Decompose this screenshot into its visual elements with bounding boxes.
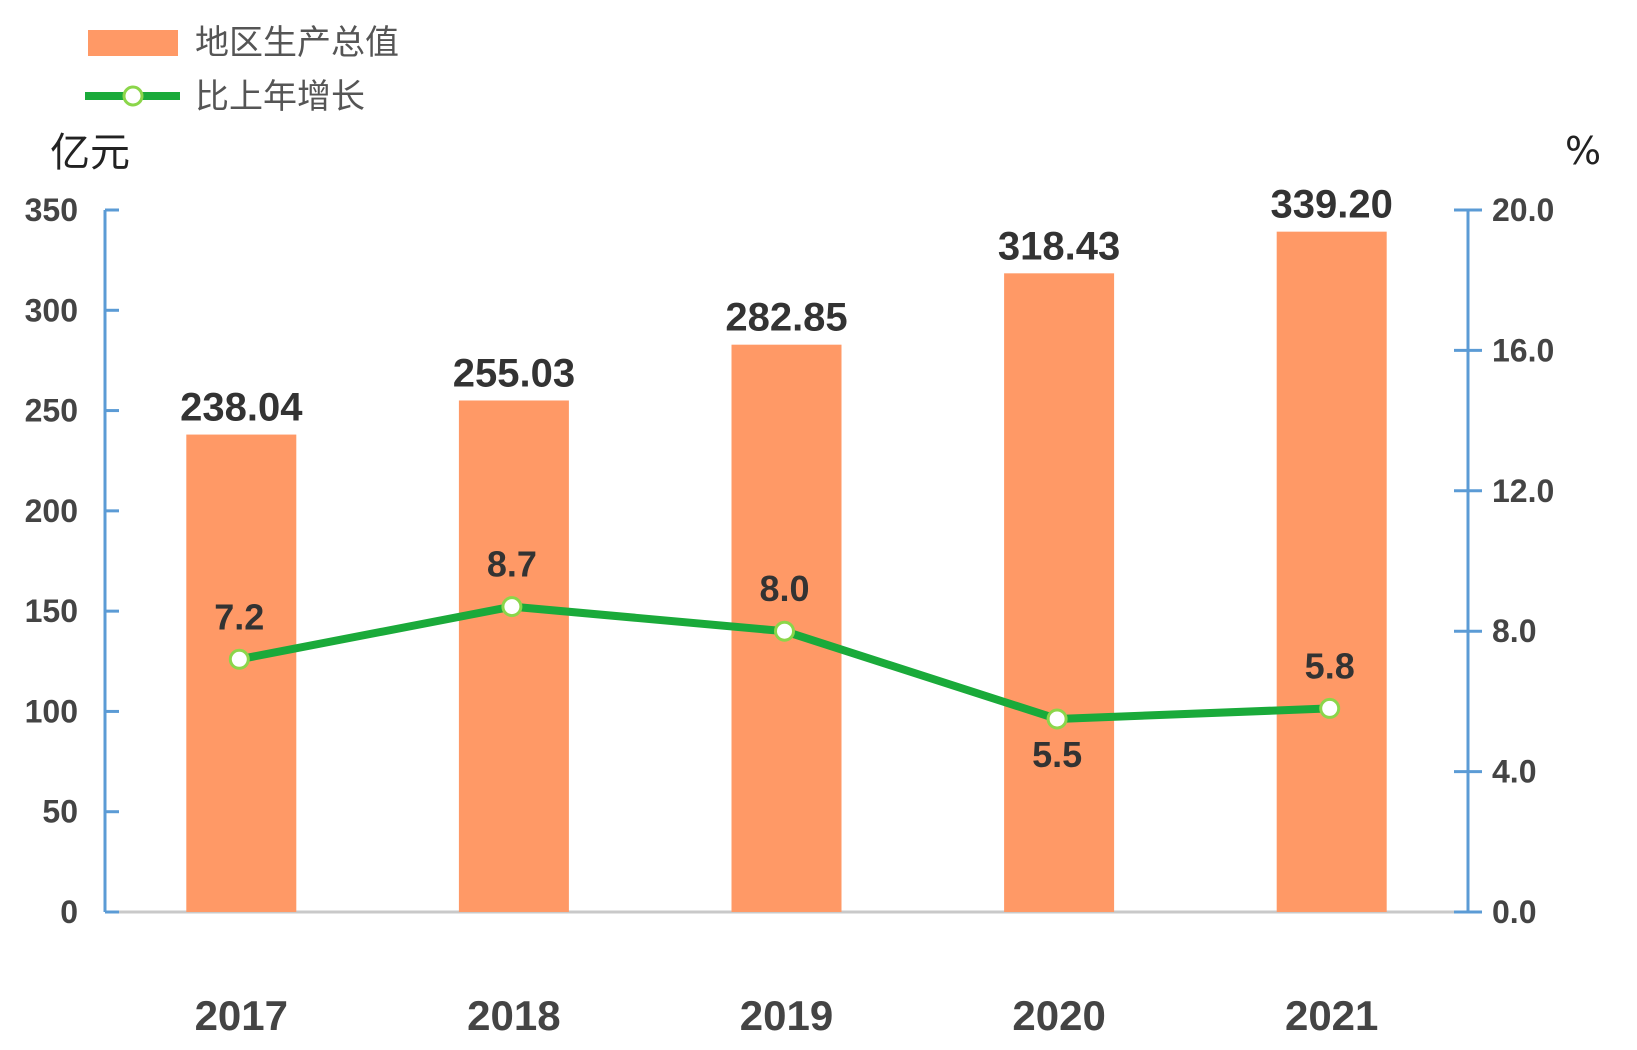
bar-value-label: 282.85	[725, 296, 847, 340]
bar-value-label: 238.04	[180, 386, 303, 430]
bar	[1004, 273, 1115, 912]
bars	[186, 231, 1387, 912]
x-tick-label: 2020	[1012, 992, 1105, 1039]
right-tick-label: 16.0	[1492, 332, 1554, 368]
left-axis-unit: 亿元	[50, 130, 130, 176]
legend: 地区生产总值 比上年增长	[85, 23, 399, 117]
right-tick-label: 20.0	[1492, 192, 1554, 228]
line-point	[1319, 697, 1341, 719]
legend-bar-label: 地区生产总值	[195, 23, 399, 63]
right-tick-label: 8.0	[1492, 613, 1536, 649]
legend-line-label: 比上年增长	[195, 77, 365, 117]
x-tick-label: 2021	[1285, 992, 1378, 1039]
bar-value-label: 339.20	[1271, 183, 1393, 227]
growth-line-series	[228, 596, 1341, 730]
left-tick-label: 150	[25, 593, 78, 629]
line-point	[1046, 708, 1068, 730]
left-tick-label: 250	[25, 393, 78, 429]
legend-bar-swatch	[88, 30, 178, 56]
line-value-label: 8.7	[487, 544, 537, 585]
line-point	[774, 620, 795, 642]
line-value-label: 5.5	[1032, 734, 1082, 775]
line-value-label: 8.0	[759, 568, 809, 609]
right-tick-label: 4.0	[1492, 754, 1536, 790]
x-tick-label: 2017	[195, 992, 288, 1039]
bar-value-label: 318.43	[998, 224, 1120, 268]
left-tick-label: 200	[25, 493, 78, 529]
data-labels: 238.04 255.03 282.85 318.43 339.20 7.2 8.7 8.0 5…	[180, 183, 1393, 775]
left-tick-label: 300	[25, 292, 78, 328]
bar	[1276, 231, 1387, 912]
legend-line-marker	[122, 85, 144, 107]
left-tick-label: 350	[25, 192, 78, 228]
right-tick-label: 12.0	[1492, 473, 1554, 509]
right-axis-unit: %	[1565, 129, 1601, 173]
line-point	[501, 596, 523, 618]
left-tick-label: 0	[60, 894, 78, 930]
x-tick-label: 2018	[467, 992, 560, 1039]
bar-value-label: 255.03	[453, 351, 575, 395]
left-tick-label: 100	[25, 693, 78, 729]
line-value-label: 7.2	[214, 596, 264, 637]
right-tick-label: 0.0	[1492, 894, 1536, 930]
x-tick-label: 2019	[740, 992, 833, 1039]
bar	[458, 400, 569, 912]
bar	[186, 434, 297, 912]
line-point	[228, 648, 250, 670]
left-tick-label: 50	[42, 794, 78, 830]
line-value-label: 5.8	[1305, 645, 1355, 686]
axes: 0 50 100 150 200 250 300 350 0.0 4.0 8.0 12.0 16.0 20…	[25, 192, 1555, 1039]
